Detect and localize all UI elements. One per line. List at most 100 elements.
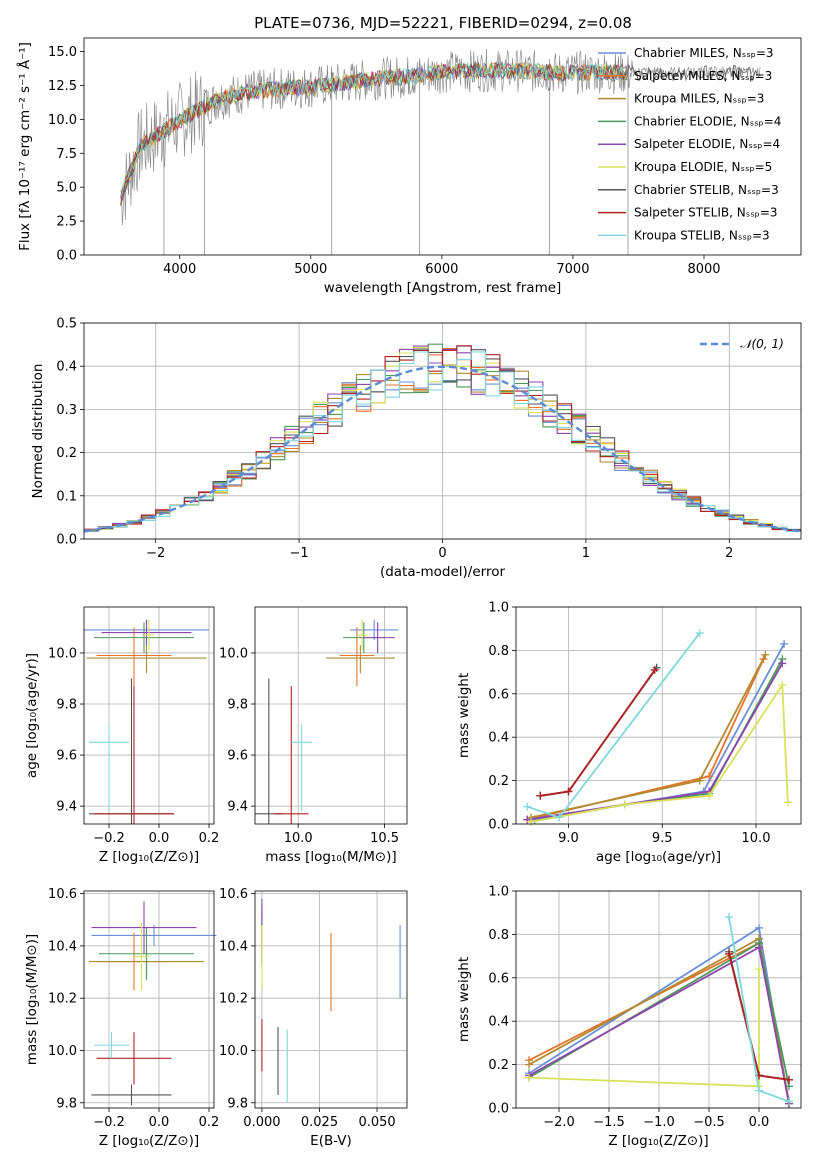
y-tick-label: 10.2 — [219, 992, 248, 1007]
y-tick-label: 7.5 — [56, 147, 77, 162]
y-tick-label: 10.4 — [48, 939, 77, 954]
x-tick-label: 9.5 — [652, 831, 673, 846]
x-tick-label: 0.2 — [199, 831, 220, 846]
y-tick-label: 2.5 — [56, 215, 77, 230]
axes-frame — [254, 606, 408, 825]
mass-weight-marker — [527, 817, 535, 826]
model-spectrum-line — [120, 61, 628, 197]
y-tick-label: 9.8 — [227, 698, 248, 713]
y-tick-label: 9.8 — [227, 1096, 248, 1111]
y-tick-label: 0.4 — [488, 731, 509, 746]
y-tick-label: 0.2 — [488, 774, 509, 789]
mass-weight-marker — [783, 798, 792, 807]
mass-weight-marker — [695, 629, 704, 638]
legend-label: Kroupa STELIB, Nₛₛₚ=3 — [634, 228, 770, 242]
y-tick-label: 0.5 — [56, 317, 77, 332]
x-tick-label: −0.5 — [693, 1115, 725, 1130]
age-vs-mass-panel: 10.0 10.5 9.4 9.6 9.8 10.0 mass [log₁₀(M/M⊙)] — [219, 606, 408, 865]
mass-weight-marker — [761, 650, 770, 659]
legend-label: Chabrier STELIB, Nₛₛₚ=3 — [634, 183, 779, 197]
mass-weight-marker — [620, 800, 629, 809]
y-axis-label: Flux [fλ 10⁻¹⁷ erg cm⁻² s⁻¹ Å⁻¹] — [16, 42, 33, 251]
axes-frame — [515, 606, 802, 825]
x-axis-label: (data-model)/error — [380, 564, 506, 580]
age-vs-metallicity-panel: −0.2 0.0 0.2 9.4 9.6 9.8 10.0 Z [log₁₀(Z/Z⊙)] ag… — [24, 606, 220, 865]
mass-weight-marker — [785, 1075, 793, 1084]
figure-title: PLATE=0736, MJD=52221, FIBERID=0294, z=0… — [254, 14, 632, 32]
y-tick-label: 9.4 — [227, 800, 248, 815]
x-axis-label: Z [log₁₀(Z/Z⊙)] — [99, 849, 199, 865]
y-tick-label: 0.6 — [488, 971, 509, 986]
legend: 𝒩(0, 1) — [700, 337, 784, 351]
plot-area — [84, 619, 209, 824]
x-tick-label: −0.2 — [93, 831, 125, 846]
mass-weight-marker — [695, 776, 704, 785]
y-axis-label: mass [log₁₀(M/M⊙)] — [24, 934, 40, 1065]
mass-weight-marker — [555, 813, 564, 822]
mass-weight-marker — [778, 681, 787, 690]
x-axis-label: Z [log₁₀(Z/Z⊙)] — [608, 1133, 708, 1149]
y-tick-label: 10.0 — [219, 1044, 248, 1059]
legend-label: Salpeter ELODIE, Nₛₛₚ=4 — [634, 137, 780, 151]
x-tick-label: 0.0 — [149, 831, 170, 846]
y-tick-label: 10.2 — [48, 992, 77, 1007]
y-tick-label: 0.4 — [56, 360, 77, 375]
mass-weight-line — [540, 669, 656, 797]
x-tick-label: 2 — [725, 546, 733, 561]
y-tick-label: 5.0 — [56, 181, 77, 196]
mass-weight-line — [528, 969, 760, 1088]
x-tick-label: −1.0 — [643, 1115, 675, 1130]
x-axis-label: wavelength [Angstrom, rest frame] — [324, 280, 562, 296]
axes-frame — [83, 890, 215, 1109]
y-tick-label: 9.8 — [56, 698, 77, 713]
mass-weight-marker — [725, 913, 733, 922]
axes-frame — [83, 37, 802, 256]
y-tick-label: 0.6 — [488, 687, 509, 702]
mass-weight-marker — [525, 1073, 533, 1082]
y-tick-label: 1.0 — [488, 601, 509, 616]
plot-area — [83, 343, 802, 533]
x-tick-label: 10.0 — [284, 831, 313, 846]
mass-weight-marker — [523, 802, 532, 811]
y-tick-label: 10.0 — [48, 1044, 77, 1059]
axes-frame — [515, 890, 802, 1109]
mass-weight-marker — [755, 1086, 763, 1095]
mass-vs-metallicity-panel: −0.2 0.0 0.2 9.8 10.0 10.2 10.4 10.6 Z [log₁₀(Z/… — [24, 887, 219, 1149]
y-axis-label: mass weight — [456, 957, 472, 1042]
normal-reference-curve — [83, 365, 802, 533]
y-tick-label: 15.0 — [48, 45, 77, 60]
plot-area — [120, 48, 761, 255]
y-tick-label: 0.0 — [56, 249, 77, 264]
mass-weight-line — [540, 667, 658, 797]
mass-weight-marker — [705, 791, 714, 800]
x-tick-label: 1 — [582, 546, 590, 561]
mass-weight-marker — [725, 949, 733, 958]
x-tick-label: 7000 — [556, 262, 589, 277]
x-tick-label: 5000 — [294, 262, 327, 277]
y-tick-label: 0.1 — [56, 489, 77, 504]
mass-weight-line — [534, 643, 785, 821]
legend-label: Chabrier ELODIE, Nₛₛₚ=4 — [634, 114, 781, 128]
x-tick-label: 0.025 — [301, 1115, 338, 1130]
x-tick-label: 9.0 — [558, 831, 579, 846]
axes-frame — [254, 890, 408, 1109]
y-tick-label: 12.5 — [48, 79, 77, 94]
x-tick-label: 0.050 — [358, 1115, 395, 1130]
mass-weight-marker — [755, 965, 763, 974]
x-tick-label: −2 — [146, 546, 165, 561]
legend-label: Kroupa MILES, Nₛₛₚ=3 — [634, 92, 764, 106]
mass-weight-line — [530, 682, 789, 823]
y-tick-label: 10.4 — [219, 939, 248, 954]
mass-weight-marker — [564, 787, 573, 796]
y-tick-label: 1.0 — [488, 885, 509, 900]
y-tick-label: 0.8 — [488, 928, 509, 943]
axes-frame — [83, 322, 802, 540]
y-tick-label: 10.0 — [48, 113, 77, 128]
x-axis-label: Z [log₁₀(Z/Z⊙)] — [99, 1133, 199, 1149]
mass-weight-marker — [650, 665, 659, 674]
y-tick-label: 0.3 — [56, 403, 77, 418]
mass-weight-marker — [785, 1097, 793, 1106]
x-tick-label: 0.0 — [749, 1115, 770, 1130]
x-tick-label: 6000 — [425, 262, 458, 277]
